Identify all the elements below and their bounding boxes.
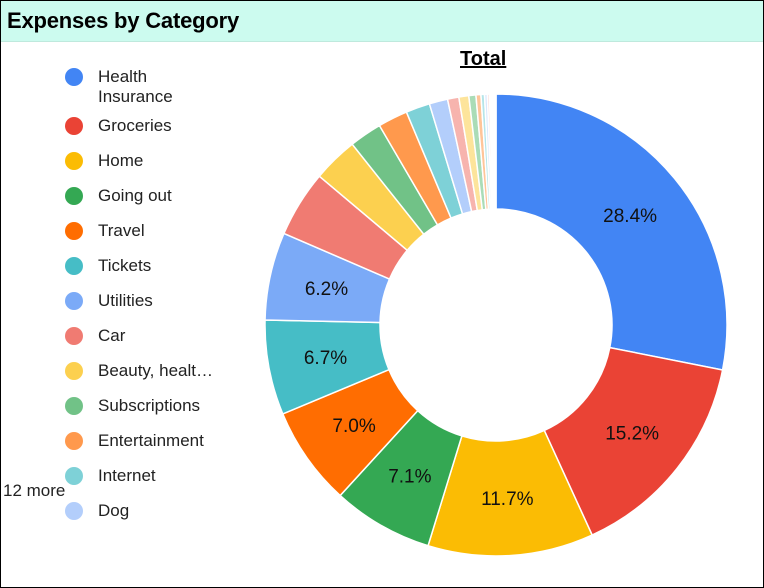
page-title: Expenses by Category [7,8,239,33]
legend-swatch [65,152,83,170]
legend-item[interactable]: Travel [65,221,238,241]
slice-data-label: 7.0% [332,416,375,437]
legend-swatch [65,432,83,450]
legend-swatch [65,117,83,135]
legend-swatch [65,187,83,205]
legend-more-link[interactable]: 12 more [3,481,66,500]
legend-label: Tickets [98,256,152,275]
legend-label: Car [98,326,126,345]
legend-item[interactable]: Going out [65,186,238,206]
legend-label: Internet [98,466,156,485]
header-bar: Expenses by Category [1,1,763,42]
legend-label: Dog [98,501,130,520]
legend-item[interactable]: Internet [65,466,238,486]
legend-swatch [65,222,83,240]
legend-item[interactable]: Beauty, healt… [65,361,238,381]
legend-item[interactable]: Entertainment [65,431,238,451]
slice-data-label: 11.7% [481,489,534,510]
slice-data-label: 6.7% [304,348,347,369]
legend-swatch [65,327,83,345]
legend-item[interactable]: Car [65,326,238,346]
legend-label: Going out [98,186,172,205]
legend-item[interactable]: Health Insurance [65,67,238,107]
legend-swatch [65,397,83,415]
slice-data-label: 7.1% [388,467,431,488]
slice-data-label: 6.2% [305,279,348,300]
slice-data-label: 28.4% [603,206,657,227]
donut-slice[interactable] [495,93,728,371]
legend-swatch [65,467,83,485]
donut-slice[interactable] [543,346,724,537]
legend-swatch [65,362,83,380]
legend-label: Travel [98,221,145,240]
legend-swatch [65,502,83,520]
legend-label: Beauty, healt… [98,361,213,380]
legend-item[interactable]: Home [65,151,238,171]
legend-item[interactable]: Utilities [65,291,238,311]
legend-swatch [65,68,83,86]
legend-label: Utilities [98,291,153,310]
legend-swatch [65,257,83,275]
legend-label: Entertainment [98,431,204,450]
chart-title: Total [460,48,507,70]
legend-item[interactable]: Groceries [65,116,238,136]
legend-label: Subscriptions [98,396,201,415]
legend-item[interactable]: Tickets [65,256,238,276]
legend-label: Health Insurance [98,67,173,106]
legend-swatch [65,292,83,310]
donut-slice[interactable] [494,93,497,210]
legend-label: Groceries [98,116,172,135]
legend-item[interactable]: Subscriptions [65,396,238,416]
slice-data-label: 15.2% [605,424,659,445]
legend-label: Home [98,151,144,170]
legend-item[interactable]: Dog [65,501,238,521]
